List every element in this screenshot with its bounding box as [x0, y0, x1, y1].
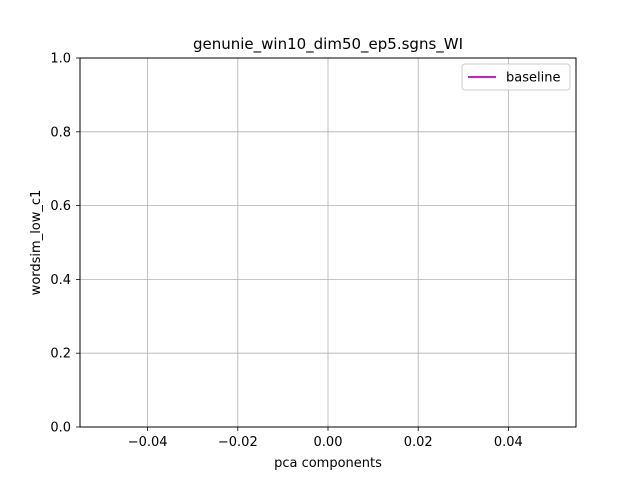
y-axis: 0.0 0.2 0.4 0.6 0.8 1.0	[50, 52, 80, 436]
y-tick-label: 0.8	[50, 125, 71, 140]
x-tick-label: −0.02	[218, 435, 258, 450]
legend: baseline	[461, 63, 571, 91]
y-axis-label: wordsim_low_c1	[29, 190, 44, 296]
legend-box	[461, 63, 571, 91]
y-tick-label: 0.4	[50, 273, 71, 288]
x-tick-label: 0.02	[404, 435, 433, 450]
x-tick-label: 0.04	[494, 435, 523, 450]
y-tick-label: 1.0	[50, 52, 71, 67]
x-axis-label: pca components	[274, 456, 382, 471]
y-tick-label: 0.2	[50, 347, 71, 362]
legend-label: baseline	[506, 71, 560, 86]
x-tick-label: −0.04	[128, 435, 168, 450]
x-axis: −0.04 −0.02 0.00 0.02 0.04	[128, 427, 523, 450]
y-tick-label: 0.0	[50, 421, 71, 436]
x-tick-label: 0.00	[314, 435, 343, 450]
y-tick-label: 0.6	[50, 199, 71, 214]
chart-title: genunie_win10_dim50_ep5.sgns_WI	[193, 35, 463, 54]
